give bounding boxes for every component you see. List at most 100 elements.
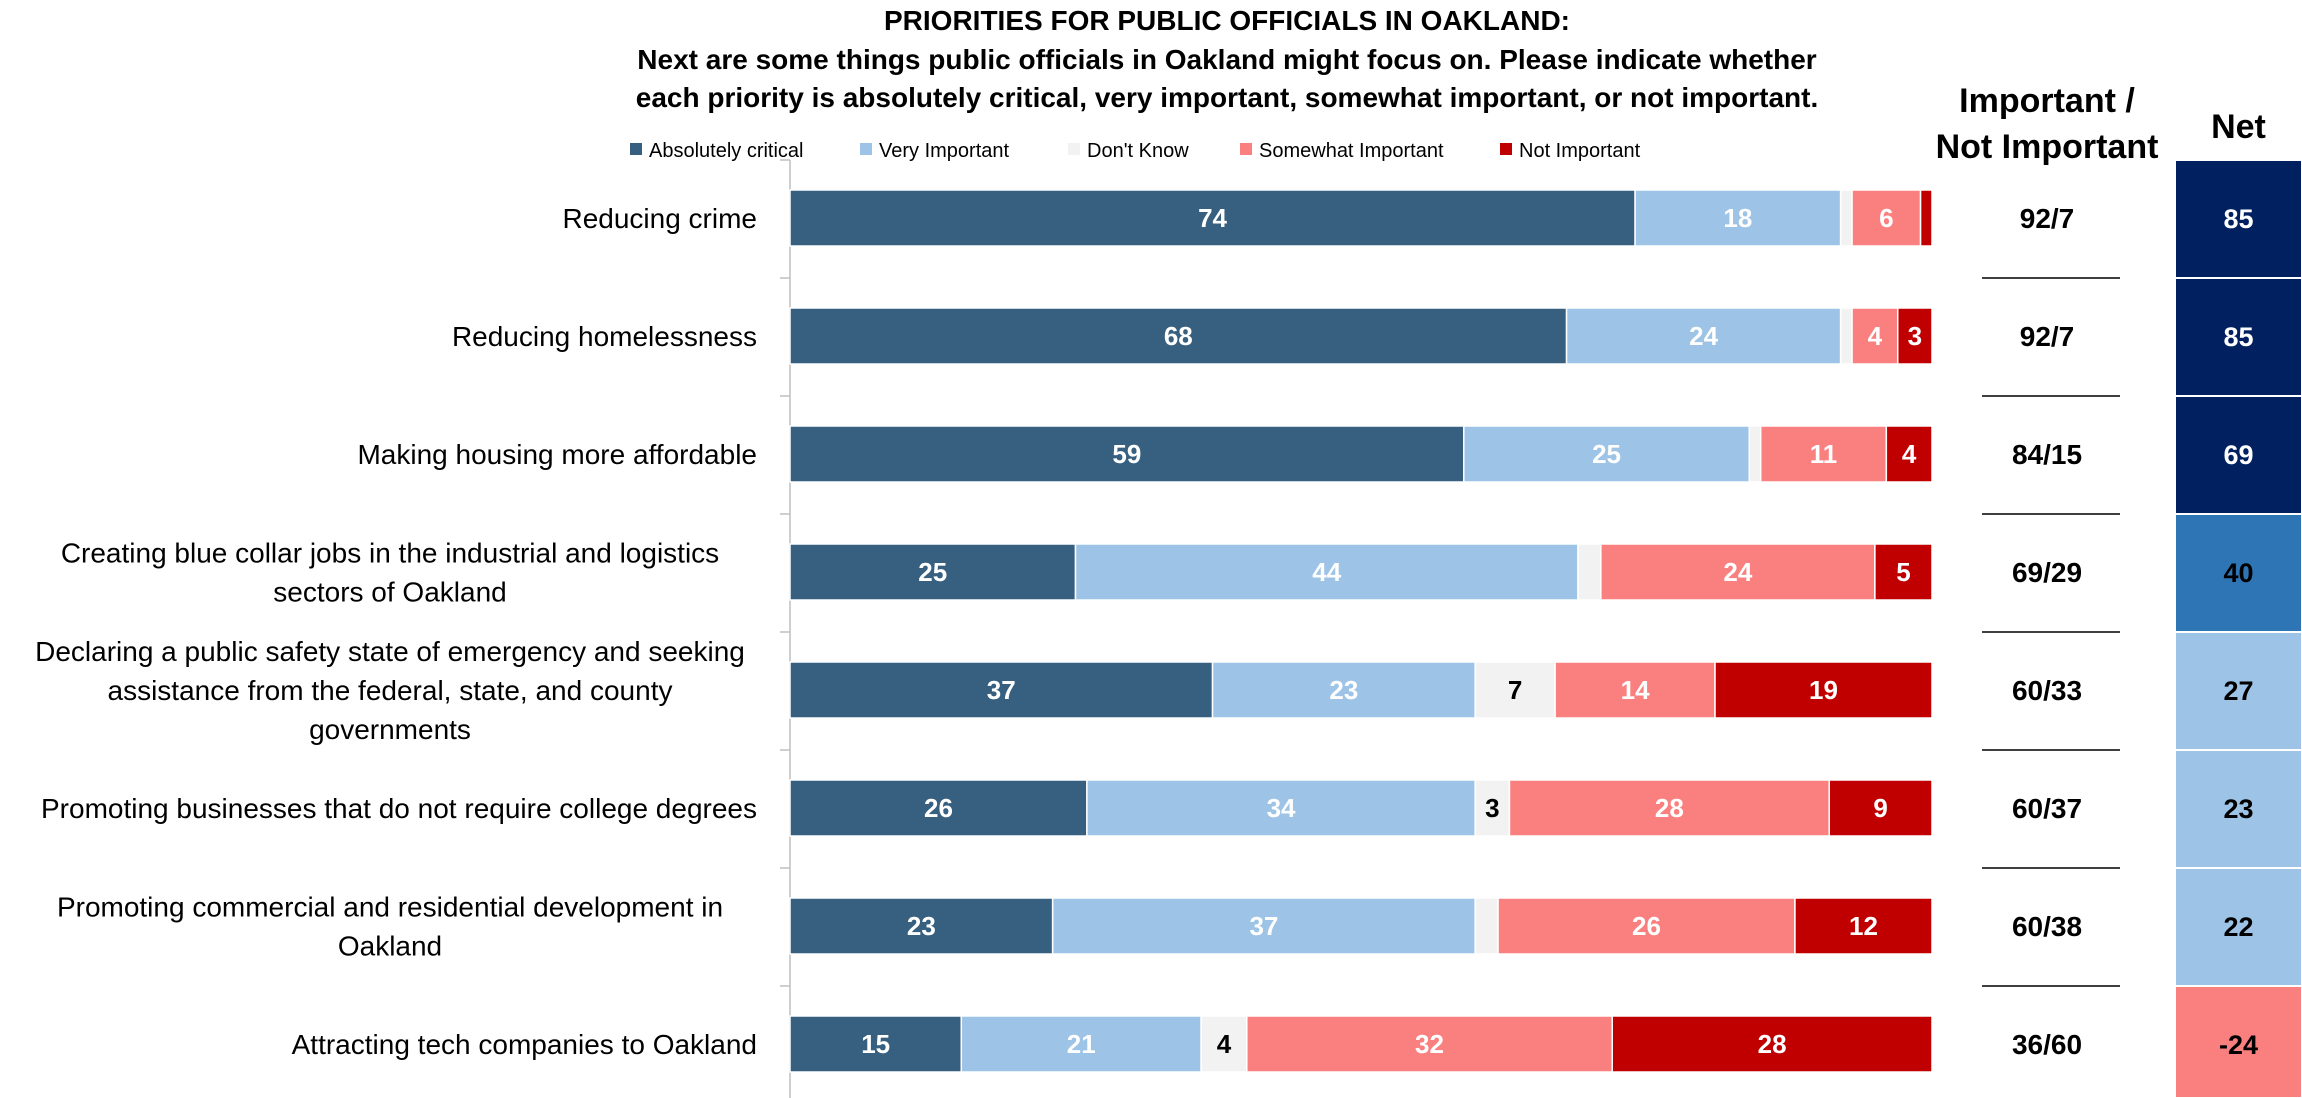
important-ratio-value: 92/7 — [2020, 321, 2075, 352]
column-headers: Important / Not Important Net — [1936, 82, 2266, 166]
bar-value-label: 44 — [1312, 557, 1341, 587]
bar-value-label: 24 — [1723, 557, 1752, 587]
bar-value-label: 28 — [1758, 1029, 1787, 1059]
category-label: Reducing homelessness — [452, 321, 757, 352]
chart-subtitle-line: Next are some things public officials in… — [637, 44, 1816, 75]
bar-segment — [1828, 779, 1933, 837]
bar-value-label: 26 — [924, 793, 953, 823]
category-label: sectors of Oakland — [273, 577, 506, 608]
bar-segment — [1211, 661, 1476, 719]
net-cell — [2174, 985, 2302, 1098]
bar-value-label: 23 — [907, 911, 936, 941]
category-label: Creating blue collar jobs in the industr… — [61, 538, 719, 569]
net-cell — [2174, 395, 2302, 515]
category-label: Reducing crime — [562, 203, 757, 234]
bar-value-label: 11 — [1810, 439, 1838, 469]
bar-value-label: 59 — [1112, 439, 1141, 469]
important-ratio-value: 84/15 — [2012, 439, 2082, 470]
bar-segment — [1634, 189, 1842, 247]
bar-segment — [1246, 1015, 1613, 1073]
bar-value-label: 37 — [1249, 911, 1278, 941]
bar-value-label: 32 — [1415, 1029, 1444, 1059]
bar-segment — [1839, 307, 1853, 365]
bar-segment — [1851, 189, 1922, 247]
net-cell — [2174, 867, 2302, 987]
bar-segment — [1748, 425, 1762, 483]
bar-segment — [1474, 779, 1511, 837]
legend-swatch — [1500, 143, 1512, 155]
net-value: 22 — [2223, 912, 2253, 942]
bar-value-label: 68 — [1164, 321, 1193, 351]
bar-segment — [1074, 543, 1579, 601]
net-column: 85 85 69 40 27 23 22 -24 — [2174, 159, 2302, 1098]
bar-value-label: 12 — [1849, 911, 1878, 941]
bar-value-label: 28 — [1655, 793, 1684, 823]
bar-value-label: 3 — [1485, 793, 1499, 823]
legend-swatch — [1240, 143, 1252, 155]
bar-segment — [789, 661, 1214, 719]
bar-segment — [1474, 661, 1556, 719]
bar-segment — [1896, 307, 1933, 365]
bar-value-label: 4 — [1217, 1029, 1232, 1059]
net-value: -24 — [2219, 1030, 2258, 1060]
bar-value-label: 34 — [1267, 793, 1296, 823]
bar-segment — [1794, 897, 1933, 955]
legend-label: Very Important — [879, 140, 1010, 162]
bar-segment — [1714, 661, 1933, 719]
bar-value-label: 9 — [1873, 793, 1887, 823]
bar-segment — [1508, 779, 1830, 837]
chart-subtitle-line: each priority is absolutely critical, ve… — [636, 82, 1818, 113]
important-header-line: Not Important — [1936, 128, 2159, 166]
important-ratio-value: 69/29 — [2012, 557, 2082, 588]
category-axis — [780, 159, 791, 1098]
bar-value-label: 14 — [1621, 675, 1650, 705]
important-ratio-value: 92/7 — [2020, 203, 2075, 234]
legend-swatch — [860, 143, 872, 155]
important-ratio-value: 36/60 — [2012, 1029, 2082, 1060]
bar-segment — [789, 779, 1088, 837]
important-ratio-value: 60/38 — [2012, 911, 2082, 942]
legend: Absolutely critical Very Important Don't K… — [630, 140, 1641, 162]
bar-value-label: 37 — [987, 675, 1016, 705]
bar-segment — [1874, 543, 1933, 601]
bar-value-label: 3 — [1908, 321, 1922, 351]
bar-segment — [1919, 189, 1933, 247]
bar-segment — [1839, 189, 1853, 247]
net-value: 23 — [2223, 794, 2253, 824]
legend-label: Absolutely critical — [649, 140, 804, 162]
bar-value-label: 21 — [1067, 1029, 1096, 1059]
bar-value-label: 7 — [1508, 675, 1522, 705]
category-label: Declaring a public safety state of emerg… — [35, 636, 745, 667]
bar-value-label: 4 — [1868, 321, 1883, 351]
bar-segment — [789, 425, 1465, 483]
chart-title-group: PRIORITIES FOR PUBLIC OFFICIALS IN OAKLA… — [636, 5, 1818, 113]
bar-segment — [1497, 897, 1796, 955]
bar-value-label: 26 — [1632, 911, 1661, 941]
important-ratio-value: 60/33 — [2012, 675, 2082, 706]
net-header: Net — [2211, 108, 2266, 146]
bar-segment — [1611, 1015, 1933, 1073]
bar-segment — [1759, 425, 1888, 483]
net-value: 40 — [2223, 558, 2253, 588]
bar-value-label: 74 — [1198, 203, 1227, 233]
bar-value-label: 25 — [1592, 439, 1621, 469]
legend-swatch — [1068, 143, 1080, 155]
legend-label: Don't Know — [1087, 140, 1189, 162]
bar-segment — [1051, 897, 1476, 955]
category-label: Promoting commercial and residential dev… — [57, 892, 723, 923]
bar-value-label: 19 — [1809, 675, 1838, 705]
bar-segment — [789, 897, 1054, 955]
bar-value-label: 5 — [1896, 557, 1910, 587]
legend-swatch — [630, 143, 642, 155]
bar-segment — [1565, 307, 1842, 365]
legend-label: Not Important — [1519, 140, 1641, 162]
bar-segment — [1600, 543, 1876, 601]
bar-segment — [1463, 425, 1751, 483]
bar-segment — [960, 1015, 1202, 1073]
bar-value-label: 24 — [1689, 321, 1718, 351]
important-ratio-value: 60/37 — [2012, 793, 2082, 824]
net-cell — [2174, 277, 2302, 397]
net-cell — [2174, 159, 2302, 279]
net-value: 85 — [2223, 322, 2253, 352]
